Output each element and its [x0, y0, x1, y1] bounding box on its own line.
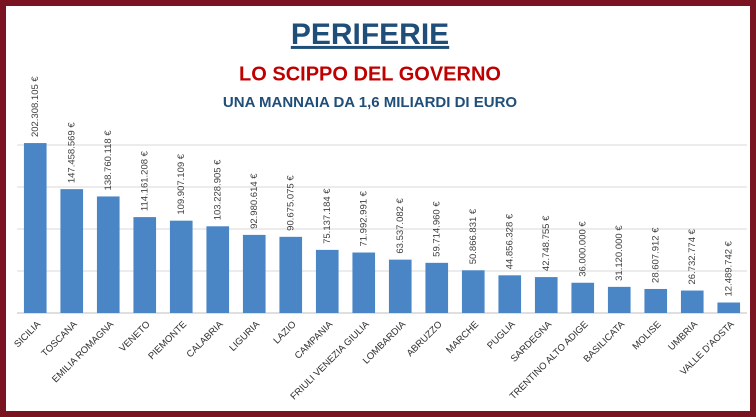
bar — [717, 302, 741, 313]
data-label: 147.458.569 € — [66, 122, 77, 183]
x-tick-label: PIEMONTE — [146, 319, 189, 362]
x-tick-label: MARCHE — [444, 319, 481, 356]
data-label: 90.675.075 € — [285, 175, 296, 231]
data-label: 28.607.912 € — [650, 227, 661, 283]
data-label: 36.000.000 € — [577, 221, 588, 277]
data-label: 71.992.991 € — [358, 190, 369, 246]
data-label: 138.760.118 € — [103, 130, 114, 191]
x-tick-label: VENETO — [117, 319, 152, 354]
data-label: 26.732.774 € — [687, 228, 698, 284]
bar — [498, 275, 522, 313]
bar — [206, 226, 230, 313]
data-label: 75.137.184 € — [322, 188, 333, 244]
data-label: 44.856.328 € — [504, 213, 515, 269]
data-label: 103.228.905 € — [212, 159, 223, 220]
bar — [425, 262, 449, 313]
bar — [571, 282, 595, 313]
bar — [23, 143, 47, 313]
bar — [352, 252, 376, 313]
data-label: 114.161.208 € — [139, 150, 150, 211]
bar — [461, 270, 485, 313]
bar — [388, 259, 412, 313]
data-label: 31.120.000 € — [614, 225, 625, 281]
bar — [169, 220, 193, 313]
bar — [96, 196, 120, 313]
data-label: 50.866.831 € — [468, 208, 479, 264]
chart-title: PERIFERIE — [291, 18, 449, 51]
x-tick-label: PUGLIA — [485, 319, 518, 352]
data-label: 12.489.742 € — [723, 240, 734, 296]
x-tick-label: EMILIA ROMAGNA — [50, 319, 116, 385]
x-tick-label: SICILIA — [12, 319, 43, 350]
data-label: 59.714.960 € — [431, 201, 442, 257]
x-tick-label: ABRUZZO — [405, 319, 445, 359]
bar — [315, 249, 339, 313]
bar — [607, 286, 631, 313]
data-label: 63.537.082 € — [395, 197, 406, 253]
x-tick-label: UMBRIA — [666, 319, 700, 353]
data-label: 202.308.105 € — [30, 76, 41, 137]
chart-subtitle: UNA MANNAIA DA 1,6 MILIARDI DI EURO — [223, 94, 518, 111]
x-tick-label: LAZIO — [271, 319, 298, 346]
bar — [534, 277, 558, 313]
x-tick-label: MOLISE — [630, 319, 663, 352]
data-label: 92.980.614 € — [249, 173, 260, 229]
bar — [644, 288, 668, 313]
bar — [242, 234, 266, 313]
bar — [680, 290, 704, 313]
data-label: 109.907.109 € — [176, 153, 187, 214]
data-label: 42.748.755 € — [541, 215, 552, 271]
bar — [60, 189, 84, 313]
bar — [279, 236, 303, 313]
x-tick-label: LIGURIA — [227, 319, 262, 354]
x-tick-label: CALABRIA — [185, 319, 226, 360]
bar — [133, 217, 157, 313]
chart-subtitle: LO SCIPPO DEL GOVERNO — [239, 63, 501, 85]
